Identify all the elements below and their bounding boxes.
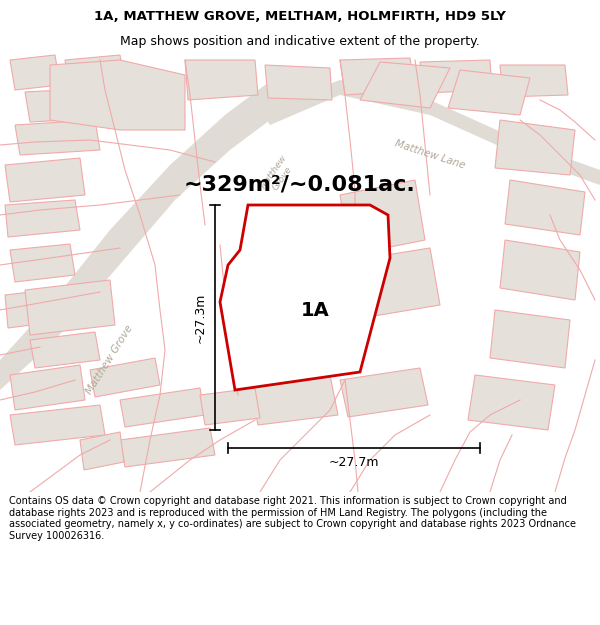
Polygon shape [500,65,568,97]
Polygon shape [10,244,75,282]
Text: Matthew Lane: Matthew Lane [394,139,466,171]
Polygon shape [250,375,338,425]
Polygon shape [200,388,260,425]
Polygon shape [10,405,105,445]
Polygon shape [340,58,415,95]
Polygon shape [500,240,580,300]
Text: 1A, MATTHEW GROVE, MELTHAM, HOLMFIRTH, HD9 5LY: 1A, MATTHEW GROVE, MELTHAM, HOLMFIRTH, H… [94,10,506,23]
Polygon shape [10,55,60,90]
Polygon shape [360,62,450,108]
Polygon shape [340,368,428,417]
Polygon shape [490,310,570,368]
Polygon shape [90,358,160,397]
Polygon shape [340,180,425,255]
Polygon shape [5,158,85,202]
Polygon shape [448,70,530,115]
Text: 1A: 1A [301,301,329,319]
Polygon shape [65,55,125,90]
Text: Matthew Grove: Matthew Grove [85,324,136,396]
Polygon shape [505,180,585,235]
Polygon shape [260,80,600,185]
Polygon shape [0,75,310,390]
Polygon shape [265,65,332,100]
Polygon shape [220,205,390,390]
Polygon shape [495,120,575,175]
Polygon shape [15,120,100,155]
Polygon shape [30,332,100,368]
Polygon shape [25,88,105,122]
Text: Matthew
Grove: Matthew Grove [259,154,297,196]
Polygon shape [25,280,115,335]
Text: ~27.3m: ~27.3m [194,292,207,342]
Text: ~27.7m: ~27.7m [329,456,379,469]
Text: Map shows position and indicative extent of the property.: Map shows position and indicative extent… [120,35,480,48]
Polygon shape [468,375,555,430]
Text: ~329m²/~0.081ac.: ~329m²/~0.081ac. [184,175,416,195]
Polygon shape [10,365,85,410]
Polygon shape [120,388,205,427]
Polygon shape [185,60,258,100]
Polygon shape [50,60,185,130]
Polygon shape [5,200,80,237]
Text: Contains OS data © Crown copyright and database right 2021. This information is : Contains OS data © Crown copyright and d… [9,496,576,541]
Polygon shape [5,288,70,328]
Polygon shape [420,60,492,93]
Polygon shape [120,428,215,467]
Polygon shape [248,248,370,325]
Polygon shape [80,432,124,470]
Polygon shape [355,248,440,318]
